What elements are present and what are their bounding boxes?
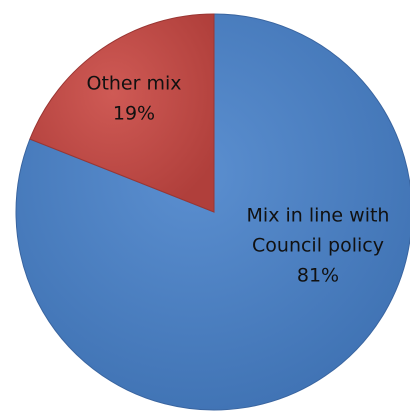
other-mix-value-label: 19% — [113, 103, 155, 125]
council-policy-value-label: 81% — [297, 265, 339, 287]
council-policy-category-label: Council policy — [252, 235, 384, 257]
pie-slice-other-mix — [29, 13, 215, 213]
other-mix-category-label: Other mix — [86, 73, 181, 95]
pie-labels: Mix in line with Council policy 81% Other m… — [86, 73, 389, 287]
council-policy-category-label: Mix in line with — [247, 205, 390, 227]
pie-slices — [15, 13, 410, 411]
